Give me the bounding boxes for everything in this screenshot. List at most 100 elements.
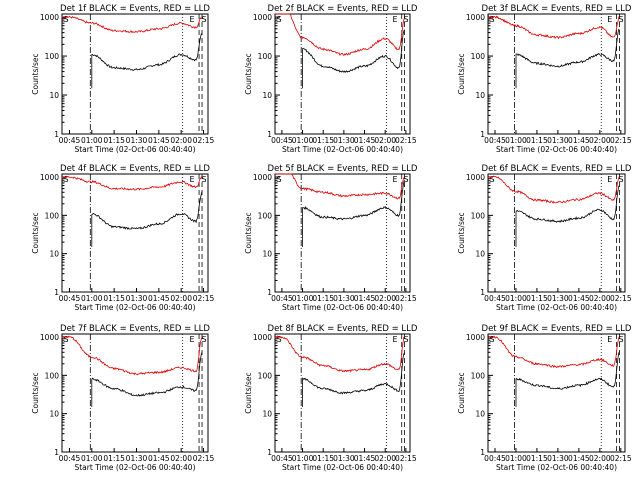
marker-label: E — [190, 175, 195, 184]
y-tick-label: 100 — [45, 371, 60, 380]
y-axis-label: Counts/sec — [31, 372, 40, 413]
marker-label: E — [190, 335, 195, 344]
y-axis-label: Counts/sec — [244, 53, 253, 94]
x-tick-label: 01:30 — [333, 454, 355, 463]
x-tick-label: 01:00 — [292, 454, 314, 463]
x-tick-label: 01:00 — [292, 294, 314, 303]
y-tick-label: 10 — [262, 91, 272, 100]
x-tick-label: 02:00 — [170, 136, 192, 145]
series-line-lld — [61, 15, 203, 34]
x-tick-label: 01:00 — [81, 454, 103, 463]
x-tick-label: 01:45 — [148, 294, 170, 303]
x-tick-label: 01:15 — [103, 294, 125, 303]
y-tick-label: 10 — [475, 410, 485, 419]
panel-title: Det 3f BLACK = Events, RED = LLD — [482, 4, 632, 14]
x-tick-label: 00:45 — [59, 454, 81, 463]
x-tick-label: 01:00 — [505, 136, 527, 145]
x-tick-label: 01:45 — [568, 454, 590, 463]
panel-det-8: Det 8f BLACK = Events, RED = LLD 1 10 100 10… — [244, 324, 418, 472]
x-tick-label: 01:45 — [568, 136, 590, 145]
x-axis-label: Start Time (02-Oct-06 00:40:40) — [74, 145, 195, 154]
y-tick-label: 1 — [267, 130, 272, 139]
y-tick-label: 100 — [471, 371, 486, 380]
y-tick-label: 100 — [258, 371, 273, 380]
x-tick-label: 01:45 — [354, 136, 376, 145]
x-tick-label: 01:15 — [103, 454, 125, 463]
marker-label: E — [392, 15, 397, 24]
series-line-lld — [487, 335, 620, 368]
marker-label: S — [63, 175, 68, 184]
x-tick-label: 02:00 — [170, 454, 192, 463]
y-tick-label: 1000 — [40, 173, 59, 182]
x-tick-label: 02:15 — [610, 454, 632, 463]
marker-label: S — [201, 335, 206, 344]
marker-label: S — [618, 335, 623, 344]
x-tick-label: 01:00 — [81, 136, 103, 145]
x-tick-label: 02:15 — [395, 454, 417, 463]
series-line-events — [91, 191, 203, 247]
marker-label: S — [276, 175, 281, 184]
marker-label: S — [403, 335, 408, 344]
marker-label: S — [489, 15, 494, 24]
plot-frame — [61, 173, 209, 293]
y-axis-label: Counts/sec — [31, 53, 40, 94]
y-tick-label: 100 — [471, 52, 486, 61]
plot-frame — [274, 13, 411, 135]
y-tick-label: 1000 — [40, 333, 59, 342]
x-tick-label: 00:45 — [59, 294, 81, 303]
x-tick-label: 01:15 — [526, 454, 548, 463]
marker-label: S — [276, 15, 281, 24]
panel-title: Det 8f BLACK = Events, RED = LLD — [268, 324, 418, 334]
x-tick-label: 01:30 — [126, 454, 148, 463]
x-tick-label: 02:00 — [589, 294, 611, 303]
x-tick-label: 01:45 — [354, 294, 376, 303]
panel-det-3: Det 3f BLACK = Events, RED = LLD 1 10 100 10… — [457, 4, 632, 154]
y-tick-label: 1 — [54, 130, 59, 139]
x-tick-label: 02:00 — [589, 454, 611, 463]
panel-det-2: Det 2f BLACK = Events, RED = LLD 1 10 100 10… — [244, 4, 418, 154]
x-tick-label: 00:45 — [484, 136, 506, 145]
y-tick-label: 1000 — [253, 333, 272, 342]
series-line-lld — [61, 175, 203, 191]
marker-label: S — [618, 175, 623, 184]
series-line-events — [515, 351, 620, 407]
x-axis-label: Start Time (02-Oct-06 00:40:40) — [282, 463, 403, 472]
x-tick-label: 01:30 — [126, 136, 148, 145]
panel-det-5: Det 5f BLACK = Events, RED = LLD 1 10 100 10… — [244, 164, 418, 312]
x-tick-label: 02:15 — [395, 136, 417, 145]
x-tick-label: 02:15 — [193, 294, 215, 303]
x-axis-label: Start Time (02-Oct-06 00:40:40) — [496, 463, 617, 472]
series-line-lld — [61, 335, 203, 376]
marker-label: S — [489, 175, 494, 184]
series-line-lld — [275, 13, 405, 57]
x-tick-label: 01:30 — [547, 294, 569, 303]
y-tick-label: 100 — [471, 211, 486, 220]
x-axis-label: Start Time (02-Oct-06 00:40:40) — [496, 145, 617, 154]
y-tick-label: 10 — [49, 410, 59, 419]
y-axis-label: Counts/sec — [31, 212, 40, 253]
series-line-lld — [274, 335, 405, 373]
x-tick-label: 01:15 — [526, 136, 548, 145]
panel-title: Det 9f BLACK = Events, RED = LLD — [482, 324, 632, 334]
x-tick-label: 00:45 — [271, 294, 293, 303]
x-tick-label: 01:15 — [526, 294, 548, 303]
plot-frame — [487, 13, 626, 135]
y-tick-label: 1 — [267, 448, 272, 457]
marker-label: S — [63, 15, 68, 24]
marker-label: S — [276, 335, 281, 344]
y-tick-label: 1000 — [253, 173, 272, 182]
y-tick-label: 1 — [267, 288, 272, 297]
y-tick-label: 100 — [45, 211, 60, 220]
y-tick-label: 1 — [54, 288, 59, 297]
y-tick-label: 10 — [475, 91, 485, 100]
x-tick-label: 01:00 — [292, 136, 314, 145]
x-tick-label: 02:15 — [395, 294, 417, 303]
panel-title: Det 6f BLACK = Events, RED = LLD — [482, 164, 632, 174]
panel-title: Det 7f BLACK = Events, RED = LLD — [60, 324, 210, 334]
y-tick-label: 1 — [480, 130, 485, 139]
x-tick-label: 02:15 — [610, 136, 632, 145]
x-tick-label: 02:15 — [193, 136, 215, 145]
x-tick-label: 01:45 — [148, 136, 170, 145]
x-tick-label: 02:00 — [374, 294, 396, 303]
marker-label: S — [618, 15, 623, 24]
